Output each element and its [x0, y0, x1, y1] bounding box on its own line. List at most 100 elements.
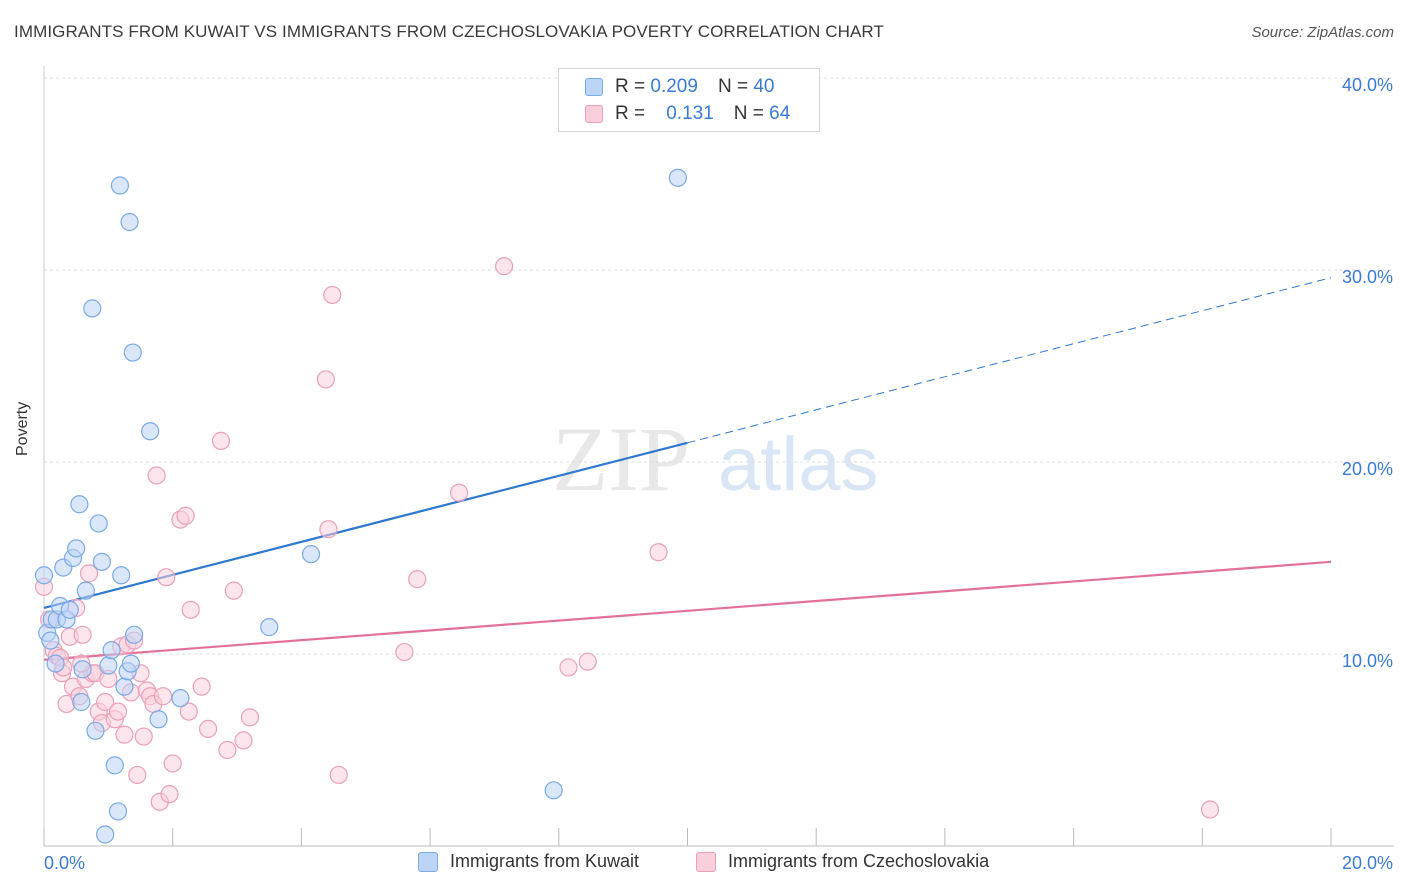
legend-r-value: 0.209	[650, 76, 698, 97]
point-kuwait	[112, 566, 131, 585]
y-axis-label: Poverty	[14, 401, 31, 456]
point-czechoslovakia	[198, 719, 218, 738]
point-czechoslovakia	[108, 702, 128, 721]
point-kuwait	[89, 514, 108, 533]
legend-n-label: N =	[733, 103, 764, 124]
point-czechoslovakia	[96, 692, 115, 712]
point-kuwait	[120, 212, 139, 232]
legend-r-label: R =	[615, 103, 646, 124]
point-kuwait	[86, 721, 105, 740]
point-kuwait	[171, 689, 190, 708]
y-tick-label: 20.0%	[1342, 459, 1393, 479]
point-kuwait	[73, 660, 92, 679]
point-kuwait	[92, 552, 112, 571]
point-kuwait	[260, 618, 279, 637]
chart-title: IMMIGRANTS FROM KUWAIT VS IMMIGRANTS FRO…	[14, 22, 884, 41]
legend-swatch-czech	[696, 851, 716, 872]
point-czechoslovakia	[218, 740, 237, 760]
watermark-atlas: atlas	[718, 422, 879, 507]
legend-swatch-pink	[585, 105, 603, 123]
data-points	[34, 168, 1220, 844]
point-czechoslovakia	[163, 754, 182, 773]
point-kuwait	[301, 545, 321, 564]
point-czechoslovakia	[176, 506, 195, 525]
point-kuwait	[67, 539, 86, 558]
point-kuwait	[115, 677, 134, 696]
point-czechoslovakia	[1200, 800, 1220, 819]
point-kuwait	[121, 654, 140, 673]
legend-n-label: N =	[717, 76, 749, 97]
legend-label-kuwait: Immigrants from Kuwait	[450, 851, 640, 871]
point-czechoslovakia	[153, 687, 173, 706]
point-czechoslovakia	[147, 466, 166, 485]
point-czechoslovakia	[449, 483, 469, 502]
x-tick-label: 20.0%	[1342, 853, 1393, 873]
y-tick-label: 40.0%	[1342, 75, 1393, 95]
y-tick-label: 30.0%	[1342, 267, 1393, 287]
legend-item-czech: Immigrants from Czechoslovakia	[696, 851, 989, 872]
point-kuwait	[99, 656, 118, 675]
point-kuwait	[105, 756, 124, 775]
point-kuwait	[544, 781, 563, 800]
point-czechoslovakia	[495, 257, 514, 276]
legend-r-label: R =	[615, 76, 646, 97]
legend-r-value: 0.131	[666, 103, 714, 124]
gridlines	[44, 77, 1394, 655]
trend-line-kuwait-projection	[687, 277, 1332, 444]
point-czechoslovakia	[211, 431, 231, 450]
point-czechoslovakia	[181, 600, 200, 619]
legend-item-kuwait: Immigrants from Kuwait	[418, 851, 639, 872]
point-kuwait	[72, 692, 91, 712]
point-czechoslovakia	[649, 543, 668, 562]
y-tick-label: 10.0%	[1342, 651, 1393, 671]
point-czechoslovakia	[559, 658, 578, 677]
point-kuwait	[124, 625, 144, 644]
legend-n-value: 40	[753, 76, 775, 97]
point-czechoslovakia	[79, 564, 99, 583]
point-kuwait	[123, 343, 142, 362]
point-kuwait	[110, 176, 130, 195]
point-czechoslovakia	[240, 708, 260, 727]
point-czechoslovakia	[319, 520, 338, 539]
point-kuwait	[41, 631, 60, 650]
point-czechoslovakia	[323, 285, 342, 305]
watermark: ZIP atlas	[552, 408, 879, 510]
trend-line-czechoslovakia	[43, 560, 1332, 661]
point-czechoslovakia	[224, 581, 243, 600]
point-kuwait	[60, 600, 79, 619]
legend-row-kuwait: R = 0.209 N = 40	[585, 75, 774, 99]
point-kuwait	[76, 581, 95, 600]
x-tick-label: 0.0%	[44, 853, 85, 873]
point-kuwait	[46, 654, 65, 673]
point-kuwait	[96, 825, 115, 844]
point-czechoslovakia	[157, 568, 176, 587]
point-czechoslovakia	[115, 725, 134, 744]
point-kuwait	[102, 641, 121, 660]
point-kuwait	[70, 495, 89, 514]
point-kuwait	[149, 710, 168, 729]
legend-swatch-blue	[585, 78, 603, 96]
point-kuwait	[34, 566, 54, 585]
legend-n-value: 64	[769, 103, 791, 124]
point-czechoslovakia	[316, 370, 335, 389]
point-czechoslovakia	[73, 625, 92, 644]
point-kuwait	[141, 422, 160, 441]
point-czechoslovakia	[128, 765, 147, 785]
point-czechoslovakia	[578, 652, 597, 671]
point-kuwait	[668, 168, 687, 187]
point-kuwait	[108, 802, 128, 821]
axes	[43, 66, 1394, 847]
point-czechoslovakia	[160, 785, 179, 804]
tick-labels: 10.0% 20.0% 30.0% 40.0% 0.0% 20.0%	[44, 75, 1393, 873]
point-czechoslovakia	[329, 765, 348, 785]
point-kuwait	[83, 299, 102, 318]
point-czechoslovakia	[134, 727, 153, 746]
point-czechoslovakia	[395, 642, 414, 662]
legend-row-czech: R = 0.131 N = 64	[585, 102, 790, 126]
point-czechoslovakia	[408, 570, 427, 589]
trend-lines	[43, 277, 1332, 661]
legend-label-czech: Immigrants from Czechoslovakia	[728, 851, 990, 871]
point-czechoslovakia	[179, 702, 198, 721]
trend-line-kuwait	[43, 441, 688, 609]
